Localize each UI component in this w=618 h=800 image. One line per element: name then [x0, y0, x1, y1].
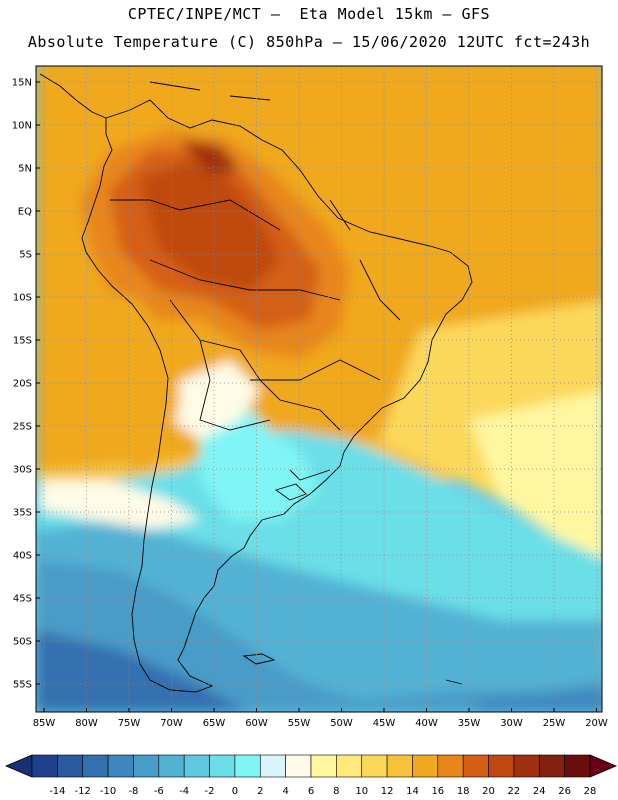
lon-tick-label: 55W: [288, 718, 311, 729]
lon-tick-label: 40W: [415, 718, 438, 729]
colorbar-tick-label: 2: [257, 786, 263, 797]
colorbar-swatch: [158, 754, 185, 778]
longitude-labels: 85W 80W 75W 70W 65W 60W 55W 50W 45W 40W 35W 30W 25W 2…: [33, 708, 608, 729]
colorbar-swatch: [538, 754, 565, 778]
lat-tick-label: 5N: [18, 164, 32, 175]
colorbar-tick-label: 22: [508, 786, 521, 797]
colorbar-tick-label: -12: [75, 786, 91, 797]
lat-tick-label: 40S: [13, 551, 32, 562]
colorbar-swatch: [57, 754, 84, 778]
lat-tick-label: 20S: [13, 379, 32, 390]
colorbar-swatch: [310, 754, 337, 778]
lon-tick-label: 65W: [203, 718, 226, 729]
colorbar-swatch: [82, 754, 109, 778]
lon-tick-label: 75W: [118, 718, 141, 729]
colorbar-tick-label: -10: [100, 786, 116, 797]
colorbar-swatch: [31, 754, 58, 778]
colorbar-swatch: [412, 754, 439, 778]
colorbar-swatch: [209, 754, 236, 778]
colorbar-tick-label: -14: [49, 786, 65, 797]
chart-title-line-2: Absolute Temperature (C) 850hPa — 15/06/…: [27, 33, 591, 51]
lon-tick-label: 85W: [33, 718, 56, 729]
colorbar-swatch: [183, 754, 210, 778]
colorbar-swatch: [361, 754, 388, 778]
colorbar-tick-label: -2: [205, 786, 215, 797]
colorbar-swatch: [462, 754, 489, 778]
lon-tick-label: 70W: [160, 718, 183, 729]
colorbar-under-arrow: [4, 754, 33, 778]
colorbar-tick-label: 28: [584, 786, 597, 797]
lat-tick-label: 15N: [12, 78, 32, 89]
colorbar-tick-label: 24: [533, 786, 546, 797]
lat-tick-label: 25S: [13, 422, 32, 433]
colorbar-swatch: [437, 754, 464, 778]
map-frame: [35, 65, 603, 713]
colorbar-tick-label: -6: [154, 786, 164, 797]
chart-title-line-1: CPTEC/INPE/MCT — Eta Model 15km — GFS: [127, 5, 491, 23]
lat-tick-label: 5S: [19, 250, 32, 261]
colorbar-tick-label: -4: [179, 786, 189, 797]
lat-tick-label: EQ: [18, 207, 32, 218]
colorbar-tick-label: 8: [333, 786, 339, 797]
colorbar-swatch: [133, 754, 160, 778]
colorbar-tick-label: -8: [128, 786, 138, 797]
colorbar-swatch: [488, 754, 515, 778]
colorbar-tick-label: 14: [406, 786, 419, 797]
colorbar-tick-label: 0: [232, 786, 238, 797]
latitude-labels: 15N 10N 5N EQ 5S 10S 15S 20S 25S 30S 35S 40S 45S 50S 5…: [12, 78, 40, 691]
lat-tick-label: 30S: [13, 465, 32, 476]
lat-tick-label: 45S: [13, 594, 32, 605]
colorbar-tick-label: 12: [381, 786, 394, 797]
coastline: [39, 73, 473, 693]
lon-tick-label: 60W: [245, 718, 268, 729]
lon-tick-label: 50W: [330, 718, 353, 729]
lat-tick-label: 10S: [13, 293, 32, 304]
colorbar-over-arrow: [589, 754, 618, 778]
colorbar-swatch: [513, 754, 540, 778]
colorbar: -14 -12 -10 -8 -6 -4 -2 0 2 4 6 8 10 12 14 16 18 20 22 24 26…: [4, 754, 618, 797]
colorbar-swatch: [234, 754, 261, 778]
colorbar-tick-label: 6: [308, 786, 314, 797]
colorbar-tick-label: 18: [457, 786, 470, 797]
lat-tick-label: 15S: [13, 336, 32, 347]
lon-tick-label: 45W: [373, 718, 396, 729]
lat-tick-label: 10N: [12, 121, 32, 132]
lon-tick-label: 30W: [500, 718, 523, 729]
colorbar-swatch: [336, 754, 363, 778]
lon-tick-label: 25W: [543, 718, 566, 729]
colorbar-tick-label: 10: [355, 786, 368, 797]
colorbar-tick-label: 4: [282, 786, 288, 797]
colorbar-swatch: [107, 754, 134, 778]
lat-tick-label: 50S: [13, 637, 32, 648]
lon-tick-label: 20W: [585, 718, 608, 729]
colorbar-tick-label: 16: [431, 786, 444, 797]
colorbar-tick-label: 26: [558, 786, 571, 797]
temperature-field: [36, 66, 602, 712]
lon-tick-label: 35W: [458, 718, 481, 729]
colorbar-swatch: [259, 754, 286, 778]
colorbar-swatch: [564, 754, 591, 778]
lat-tick-label: 55S: [13, 680, 32, 691]
colorbar-swatch: [285, 754, 312, 778]
colorbar-swatch: [386, 754, 413, 778]
colorbar-tick-label: 20: [482, 786, 495, 797]
lon-tick-label: 80W: [75, 718, 98, 729]
lat-tick-label: 35S: [13, 508, 32, 519]
